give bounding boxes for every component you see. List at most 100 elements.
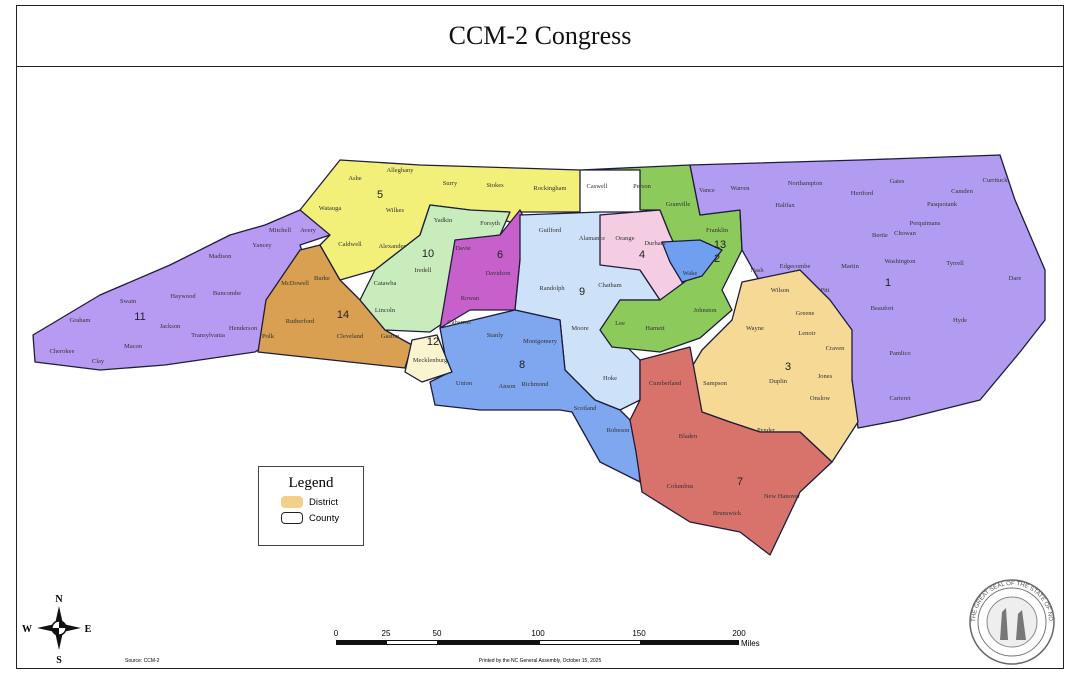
legend-item-district: District (281, 496, 363, 508)
scale-tick-label: 0 (334, 629, 339, 638)
district-number-label: 7 (737, 476, 743, 488)
county-swatch (281, 512, 303, 524)
county-label: Burke (314, 275, 330, 282)
district-swatch (281, 496, 303, 508)
district-number-label: 10 (422, 248, 434, 260)
district-12-region (404, 334, 453, 383)
county-label: Davidson (486, 270, 512, 277)
compass-n: N (55, 594, 63, 605)
county-label: Lee (615, 320, 625, 327)
county-label: Pasquotank (927, 201, 958, 208)
county-label: Currituck (983, 177, 1009, 184)
county-label: Gates (890, 178, 905, 185)
county-label: Hoke (603, 375, 617, 382)
county-label: Macon (124, 343, 143, 350)
county-label: Lincoln (375, 307, 396, 314)
legend-label-county: County (309, 512, 340, 524)
county-label: Wayne (746, 325, 764, 332)
county-label: Onslow (810, 395, 831, 402)
county-label: Catawba (374, 280, 397, 287)
county-label: Surry (443, 180, 458, 187)
compass-rose-icon: N S W E (22, 594, 92, 666)
county-label: Greene (796, 310, 815, 317)
county-label: Wilkes (386, 207, 405, 214)
scale-bar: 0 25 50 100 150 200 Miles (334, 629, 760, 648)
scale-tick-label: 100 (531, 629, 545, 638)
district-number-label: 9 (579, 286, 585, 298)
county-label: Halifax (775, 202, 795, 209)
scale-tick-label: 50 (433, 629, 442, 638)
county-label: Haywood (170, 293, 196, 300)
county-label: Guilford (539, 227, 562, 234)
county-label: Clay (92, 358, 105, 365)
county-label: Cumberland (649, 380, 682, 387)
district-number-label: 3 (785, 361, 791, 373)
county-label: Avery (300, 227, 317, 234)
compass-w: W (22, 624, 32, 635)
compass-e: E (85, 624, 92, 635)
legend-title: Legend (288, 475, 334, 491)
district-number-label: 5 (377, 189, 383, 201)
district-2-region (661, 239, 723, 283)
district-number-label: 11 (134, 311, 145, 323)
county-label: Dare (1009, 275, 1022, 282)
county-label: Craven (826, 345, 846, 352)
district-11-region (32, 204, 331, 371)
district-number-label: 6 (497, 249, 503, 261)
county-label: Yancey (252, 242, 272, 249)
county-label: New Hanover (764, 493, 801, 500)
county-label: Anson (499, 383, 517, 390)
scale-unit: Miles (741, 639, 760, 648)
county-label: Vance (699, 187, 715, 194)
county-label: Wake (683, 270, 698, 277)
county-label: Watauga (319, 205, 342, 212)
county-label: Granville (666, 201, 691, 208)
scale-tick-label: 25 (382, 629, 391, 638)
county-label: Buncombe (213, 290, 241, 297)
county-label: Chatham (598, 282, 621, 289)
county-label: Rutherford (286, 318, 315, 325)
county-label: Transylvania (191, 332, 225, 339)
county-label: Alleghany (386, 167, 414, 174)
county-label: Harnett (645, 325, 665, 332)
county-label: Cleveland (337, 333, 364, 340)
legend-label-district: District (309, 496, 339, 508)
county-label: Montgomery (523, 338, 558, 345)
county-label: Caldwell (338, 241, 362, 248)
county-label: Carteret (890, 395, 911, 402)
county-label: Wilson (771, 287, 790, 294)
compass-s: S (56, 655, 62, 666)
county-label: Pamlico (889, 350, 910, 357)
county-label: Stokes (486, 182, 504, 189)
county-label: Beaufort (871, 305, 894, 312)
district-8-region (429, 309, 641, 483)
source-note: Source: CCM-2 (125, 658, 160, 664)
district-number-label: 8 (519, 359, 525, 371)
county-label: Hertford (851, 190, 874, 197)
county-label: Mitchell (269, 227, 291, 234)
county-label: Lenoir (798, 330, 816, 337)
county-label: Orange (615, 235, 634, 242)
county-label: Richmond (521, 381, 549, 388)
scale-tick-label: 200 (732, 629, 746, 638)
county-label: Union (456, 380, 473, 387)
county-label: Gaston (381, 333, 400, 340)
county-label: Sampson (703, 380, 728, 387)
district-number-label: 13 (714, 239, 726, 251)
county-label: Randolph (539, 285, 565, 292)
county-label: Madison (209, 253, 233, 260)
district-number-label: 14 (337, 309, 349, 321)
county-label: McDowell (281, 280, 309, 287)
county-label: Northampton (788, 180, 823, 187)
county-label: Washington (885, 258, 917, 265)
printed-note: Printed by the NC General Assembly, Octo… (479, 658, 602, 664)
county-label: Swain (120, 298, 137, 305)
county-label: Graham (70, 317, 91, 324)
county-label: Nash (750, 267, 764, 274)
county-label: Caswell (587, 183, 608, 190)
county-label: Pender (757, 427, 776, 434)
county-label: Stanly (487, 332, 504, 339)
county-label: Cherokee (50, 348, 75, 355)
